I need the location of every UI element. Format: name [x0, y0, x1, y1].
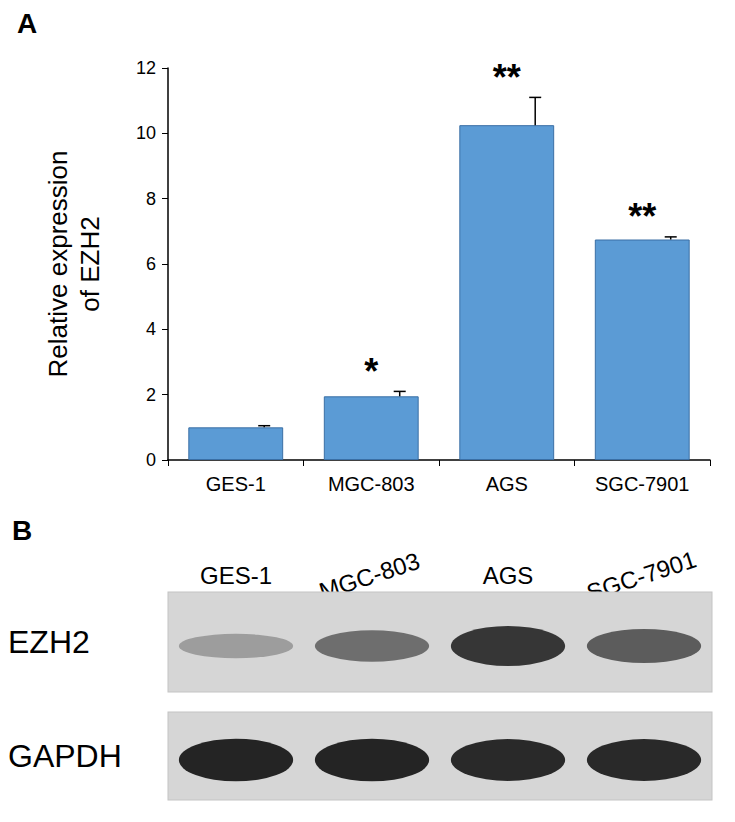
svg-text:GES-1: GES-1: [206, 473, 266, 495]
svg-text:EZH2: EZH2: [8, 624, 90, 660]
svg-text:0: 0: [146, 450, 156, 470]
svg-text:Relative expression: Relative expression: [43, 151, 73, 378]
svg-text:AGS: AGS: [486, 473, 528, 495]
svg-text:12: 12: [136, 58, 156, 78]
svg-text:MGC-803: MGC-803: [315, 547, 423, 605]
svg-text:SGC-7901: SGC-7901: [595, 473, 690, 495]
svg-text:4: 4: [146, 319, 156, 339]
svg-text:B: B: [12, 515, 32, 546]
svg-text:10: 10: [136, 123, 156, 143]
svg-text:AGS: AGS: [483, 562, 534, 589]
svg-text:**: **: [628, 196, 656, 237]
svg-text:GES-1: GES-1: [200, 562, 272, 589]
svg-text:8: 8: [146, 189, 156, 209]
svg-text:MGC-803: MGC-803: [328, 473, 415, 495]
svg-text:2: 2: [146, 385, 156, 405]
svg-text:of EZH2: of EZH2: [75, 216, 105, 311]
svg-text:**: **: [493, 57, 521, 98]
svg-text:GAPDH: GAPDH: [8, 738, 122, 774]
svg-text:SGC-7901: SGC-7901: [583, 545, 700, 607]
svg-text:6: 6: [146, 254, 156, 274]
svg-text:*: *: [364, 351, 378, 392]
svg-text:A: A: [17, 8, 37, 39]
